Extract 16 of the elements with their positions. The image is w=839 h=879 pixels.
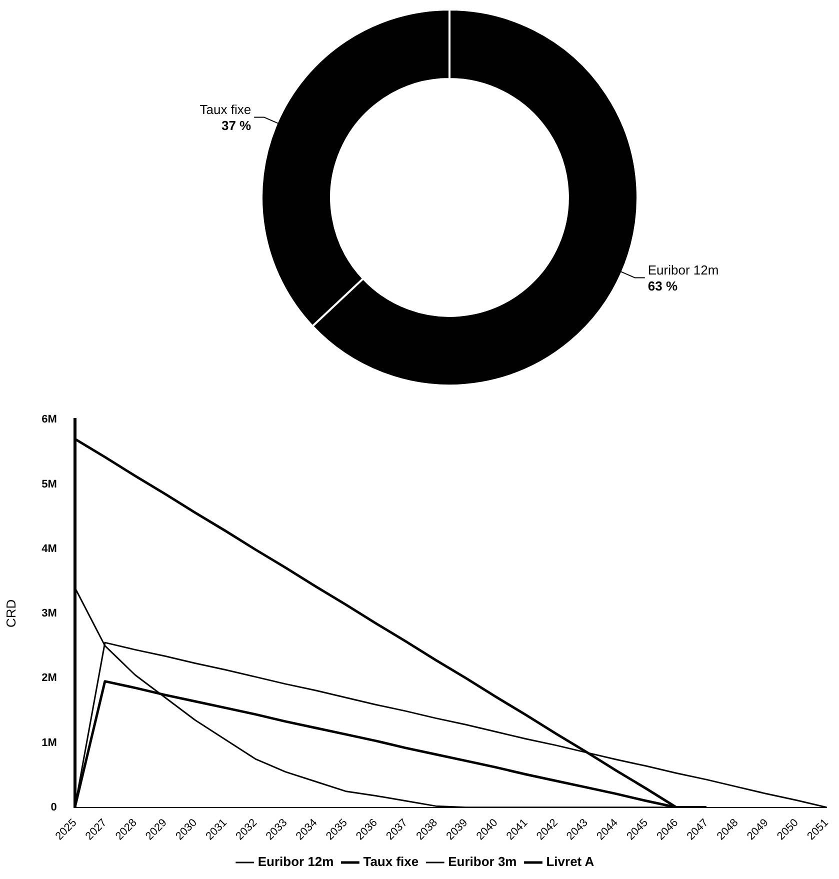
y-tick-label: 1M <box>42 736 57 749</box>
legend-label: Taux fixe <box>363 854 419 870</box>
slice-label: Euribor 12m <box>648 262 719 278</box>
data-label: 63 % <box>648 278 678 294</box>
y-tick-label: 6M <box>42 414 57 426</box>
legend-label: Euribor 3m <box>448 854 517 870</box>
y-tick-label: 4M <box>42 542 57 555</box>
y-tick-label: 5M <box>42 478 57 490</box>
legend-label: Euribor 12m <box>258 854 334 870</box>
y-tick-label: 3M <box>42 608 57 620</box>
legend-label: Livret A <box>546 854 595 870</box>
y-tick-label: 2M <box>42 672 57 684</box>
slice-label: Taux fixe <box>200 102 252 117</box>
y-axis-title: CRD <box>3 599 18 628</box>
data-label: 37 % <box>221 118 252 133</box>
y-tick-label: 0 <box>50 801 57 814</box>
